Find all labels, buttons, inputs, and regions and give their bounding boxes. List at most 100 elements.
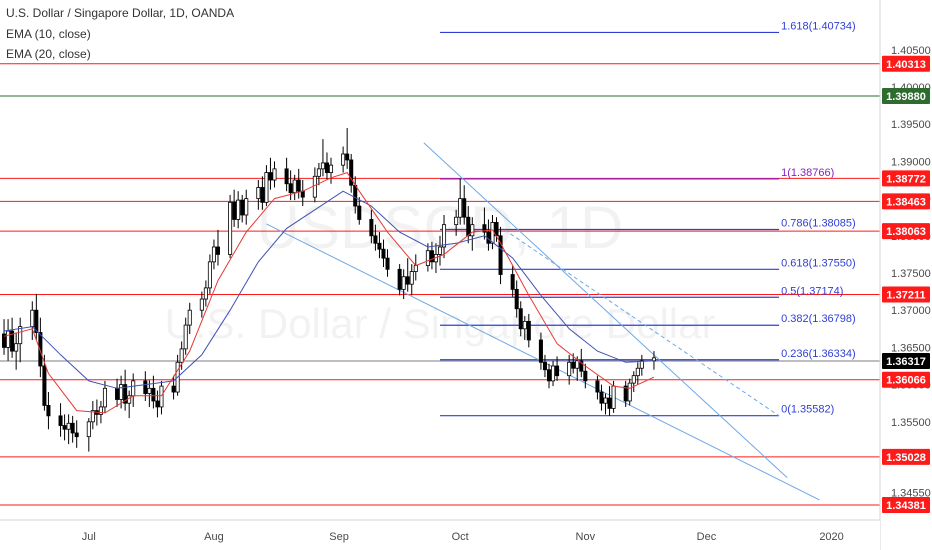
candle <box>256 180 261 210</box>
candle <box>264 165 269 207</box>
price-label-text: 1.38463 <box>886 196 926 208</box>
candle-body <box>555 365 560 377</box>
candle <box>631 371 636 393</box>
candle <box>272 161 277 188</box>
candle-body <box>429 250 434 263</box>
candle-body <box>2 333 7 348</box>
candle-body <box>373 235 378 244</box>
candle <box>151 375 156 409</box>
candle-body <box>211 246 216 263</box>
ema10-legend[interactable]: EMA (10, close) <box>6 27 91 41</box>
fib-level-label: 0.236(1.36334) <box>781 348 856 360</box>
candle-body <box>284 168 289 185</box>
x-tick-label: Jul <box>82 531 96 543</box>
price-label-text: 1.36066 <box>886 375 926 387</box>
candle <box>437 235 443 266</box>
candle <box>284 157 289 192</box>
candle-body <box>268 172 273 181</box>
price-label: 1.38772 <box>882 170 930 187</box>
candle-body <box>98 406 103 415</box>
candle <box>458 178 463 225</box>
candle-body <box>34 309 39 333</box>
price-label-bg <box>882 87 930 104</box>
candle-body <box>518 308 523 330</box>
candle <box>575 356 580 381</box>
candle <box>131 373 136 407</box>
candle <box>115 378 120 407</box>
candle-body <box>651 357 656 362</box>
candle-body <box>6 330 11 348</box>
candle <box>555 356 560 381</box>
candle-body <box>179 348 184 363</box>
candle-body <box>341 153 346 166</box>
candle <box>514 280 519 318</box>
candle <box>542 354 547 378</box>
candle-body <box>470 224 475 237</box>
time-axis: Jul Aug Sep Oct Nov Dec 2020 <box>0 519 880 550</box>
price-label: 1.39880 <box>882 87 930 104</box>
candle-body <box>171 385 176 393</box>
price-label-bg <box>882 170 930 187</box>
candle <box>90 400 95 430</box>
candle <box>551 360 556 387</box>
price-label-bg <box>882 55 930 72</box>
candle-body <box>30 309 35 327</box>
candle-body <box>143 380 148 394</box>
candle-body <box>86 421 91 438</box>
candle <box>123 369 128 411</box>
candle-body <box>458 198 463 218</box>
candle-body <box>607 397 612 409</box>
candle <box>14 332 19 370</box>
fib-level-label: 0.5(1.37174) <box>781 285 843 297</box>
candle-body <box>599 391 604 404</box>
ema20-line <box>3 190 654 389</box>
candle-body <box>631 375 636 384</box>
candle-body <box>90 410 95 423</box>
candle-body <box>571 361 576 369</box>
price-label-text: 1.35028 <box>886 452 926 464</box>
x-tick-label: 2020 <box>819 531 843 543</box>
candle-body <box>482 224 487 233</box>
candle <box>462 185 467 225</box>
candle-body <box>119 384 124 400</box>
ema20-legend[interactable]: EMA (20, close) <box>6 47 91 61</box>
candle <box>369 209 374 244</box>
candle <box>58 403 63 437</box>
candle <box>155 390 160 418</box>
price-label: 1.38063 <box>882 223 930 240</box>
price-label: 1.38463 <box>882 193 930 210</box>
candle <box>397 264 402 296</box>
candle-body <box>635 367 640 377</box>
candle-body <box>514 288 519 310</box>
candle-body <box>288 183 293 194</box>
symbol-title[interactable]: U.S. Dollar / Singapore Dollar, 1D, OAND… <box>6 6 235 20</box>
candle <box>454 209 459 236</box>
price-label: 1.36066 <box>882 371 930 388</box>
candle <box>409 264 414 296</box>
candle-body <box>623 385 628 402</box>
candle-body <box>42 365 47 406</box>
candle <box>635 362 640 385</box>
candle-body <box>46 405 51 417</box>
candle-body <box>405 276 410 285</box>
candle-body <box>207 261 212 289</box>
candle-body <box>66 422 71 430</box>
candle-body <box>228 201 233 255</box>
price-label-bg <box>882 353 930 370</box>
candle-body <box>627 382 632 402</box>
candle <box>599 384 604 411</box>
candle-body <box>369 219 374 237</box>
candle <box>341 146 346 173</box>
fib-level-label: 0.618(1.37550) <box>781 257 856 269</box>
candle <box>236 191 241 229</box>
candle-body <box>425 250 430 266</box>
candle <box>651 351 656 370</box>
candle <box>159 380 164 415</box>
candle <box>405 258 410 292</box>
x-tick-label: Oct <box>452 531 469 543</box>
candle-body <box>583 370 588 382</box>
candle-body <box>353 184 358 207</box>
candle-body <box>183 324 188 350</box>
